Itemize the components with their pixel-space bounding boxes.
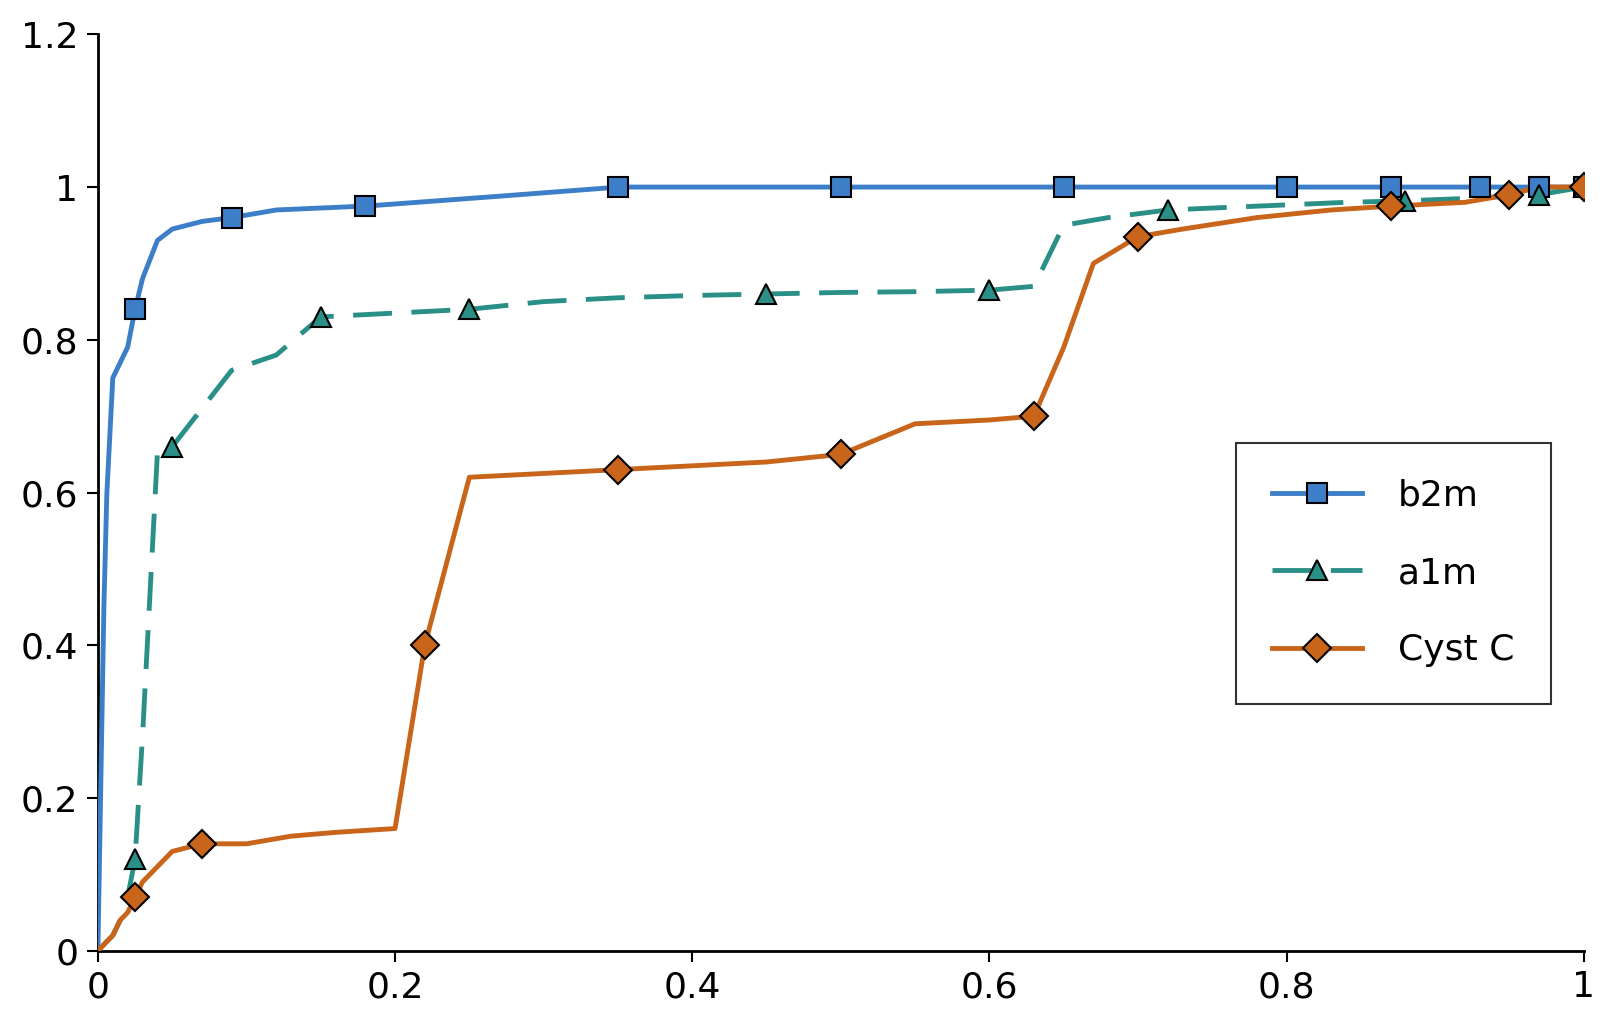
Legend: b2m, a1m, Cyst C: b2m, a1m, Cyst C xyxy=(1236,443,1551,703)
